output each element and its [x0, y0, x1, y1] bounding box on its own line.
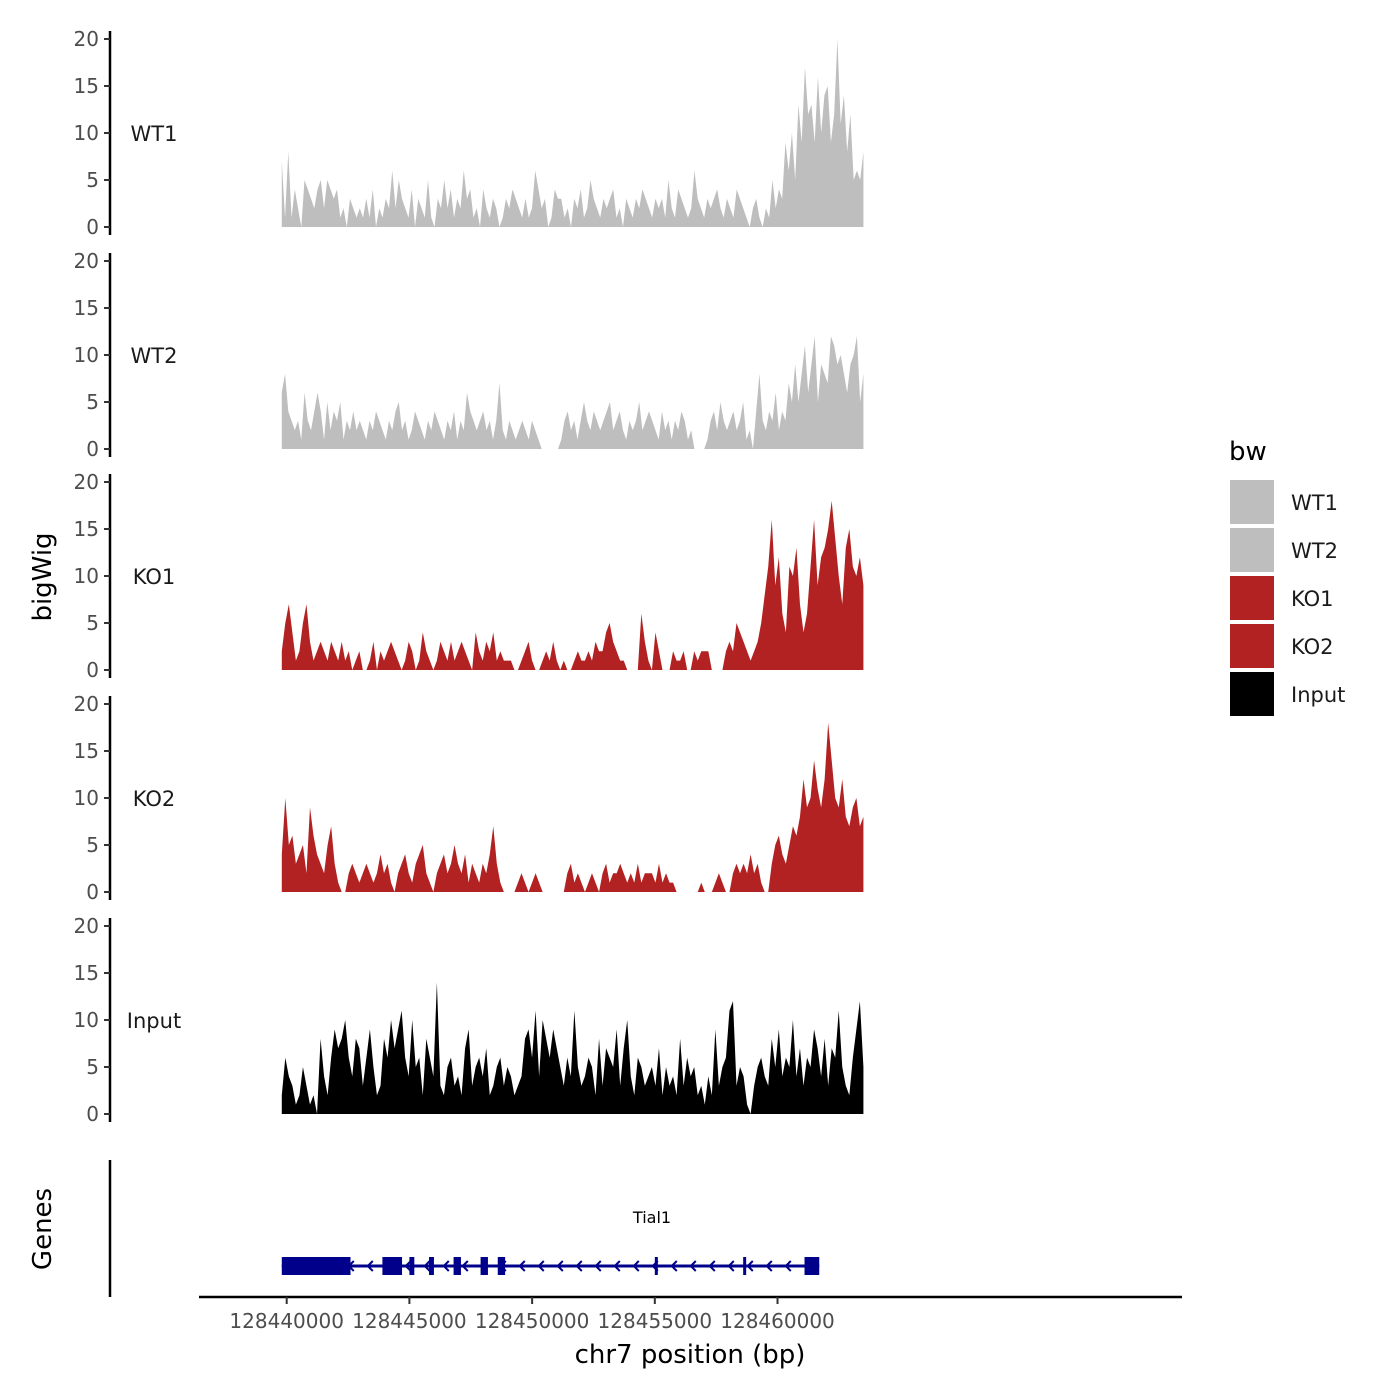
exon: [409, 1257, 415, 1275]
x-tick-label: 128450000: [475, 1309, 590, 1333]
strand-arrow: [404, 1260, 412, 1272]
y-tick-label: 10: [74, 786, 99, 810]
y-tick-label: 15: [74, 517, 99, 541]
y-tick-label: 15: [74, 739, 99, 763]
strand-arrow: [613, 1260, 621, 1272]
y-tick-label: 15: [74, 296, 99, 320]
strand-arrow: [423, 1260, 431, 1272]
strand-arrow: [708, 1260, 716, 1272]
legend-label-input: Input: [1291, 683, 1345, 707]
legend-label-wt2: WT2: [1291, 539, 1338, 563]
y-tick-label: 5: [86, 833, 99, 857]
legend-label-ko2: KO2: [1291, 635, 1334, 659]
exon: [429, 1257, 434, 1275]
y-tick-label: 5: [86, 611, 99, 635]
legend-swatch-wt1: [1230, 480, 1274, 524]
exon: [743, 1257, 747, 1275]
strand-arrow: [746, 1260, 754, 1272]
x-axis-title: chr7 position (bp): [575, 1340, 806, 1370]
legend-label-ko1: KO1: [1291, 587, 1334, 611]
strand-arrow: [594, 1260, 602, 1272]
track-ko1: 0 5 10 15 20 KO1: [74, 470, 864, 682]
strand-arrow: [537, 1260, 545, 1272]
strand-arrow: [784, 1260, 792, 1272]
x-tick-label: 128445000: [352, 1309, 467, 1333]
exon: [382, 1257, 403, 1275]
x-tick-label: 128460000: [720, 1309, 835, 1333]
legend-swatch-wt2: [1230, 528, 1274, 572]
genes-axis-title: Genes: [28, 1188, 58, 1270]
y-tick-label: 0: [86, 658, 99, 682]
exon: [453, 1257, 461, 1275]
strand-arrow: [461, 1260, 469, 1272]
gene-label: Tial1: [632, 1208, 671, 1227]
gene-track: Tial1: [108, 1160, 820, 1297]
y-tick-label: 20: [74, 249, 99, 273]
y-tick-label: 10: [74, 1008, 99, 1032]
y-tick-label: 0: [86, 437, 99, 461]
x-tick-label: 128440000: [229, 1309, 344, 1333]
exon: [281, 1257, 351, 1275]
strand-arrow: [556, 1260, 564, 1272]
track-label-wt1: WT1: [131, 122, 178, 146]
strand-arrow: [689, 1260, 697, 1272]
y-tick-label: 0: [86, 880, 99, 904]
area-wt2: [281, 336, 864, 449]
legend-title: bw: [1229, 437, 1267, 467]
y-tick-label: 15: [74, 74, 99, 98]
signal-tracks: 0 5 10 15 20 WT1 0 5 10 15 20 WT2 0 5 10 15 20 KO1 0 5 10 15 2…: [74, 27, 864, 1126]
y-tick-label: 0: [86, 1102, 99, 1126]
legend: bw WT1 WT2 KO1 KO2 Input: [1229, 437, 1345, 716]
strand-arrow: [518, 1260, 526, 1272]
track-label-ko2: KO2: [133, 787, 176, 811]
track-label-input: Input: [127, 1009, 181, 1033]
y-tick-label: 20: [74, 27, 99, 51]
y-tick-label: 20: [74, 470, 99, 494]
x-tick-label: 128455000: [598, 1309, 713, 1333]
track-label-wt2: WT2: [131, 344, 178, 368]
exon: [497, 1257, 506, 1275]
strand-arrow: [670, 1260, 678, 1272]
strand-arrow: [575, 1260, 583, 1272]
exon: [804, 1257, 820, 1275]
y-tick-label: 20: [74, 914, 99, 938]
y-tick-label: 5: [86, 1055, 99, 1079]
area-wt1: [281, 39, 864, 227]
track-wt2: 0 5 10 15 20 WT2: [74, 249, 864, 461]
legend-label-wt1: WT1: [1291, 491, 1338, 515]
exon: [480, 1257, 488, 1275]
y-tick-label: 20: [74, 692, 99, 716]
strand-arrow: [632, 1260, 640, 1272]
y-tick-label: 5: [86, 168, 99, 192]
y-tick-label: 0: [86, 215, 99, 239]
strand-arrow: [727, 1260, 735, 1272]
area-ko1: [281, 500, 864, 670]
strand-arrow: [366, 1260, 374, 1272]
track-label-ko1: KO1: [133, 565, 176, 589]
legend-swatch-input: [1230, 672, 1274, 716]
y-tick-label: 10: [74, 121, 99, 145]
y-axis-title: bigWig: [28, 532, 58, 621]
exon: [654, 1257, 658, 1275]
legend-swatch-ko1: [1230, 576, 1274, 620]
legend-swatch-ko2: [1230, 624, 1274, 668]
area-input: [281, 982, 864, 1114]
y-tick-label: 5: [86, 390, 99, 414]
y-tick-label: 15: [74, 961, 99, 985]
strand-arrow: [442, 1260, 450, 1272]
y-tick-label: 10: [74, 343, 99, 367]
strand-arrow: [765, 1260, 773, 1272]
area-ko2: [281, 722, 864, 892]
y-tick-label: 10: [74, 564, 99, 588]
track-wt1: 0 5 10 15 20 WT1: [74, 27, 864, 239]
track-input: 0 5 10 15 20 Input: [74, 914, 864, 1126]
track-ko2: 0 5 10 15 20 KO2: [74, 692, 864, 904]
x-axis: 128440000 128445000 128450000 128455000 1284…: [199, 1295, 1182, 1333]
